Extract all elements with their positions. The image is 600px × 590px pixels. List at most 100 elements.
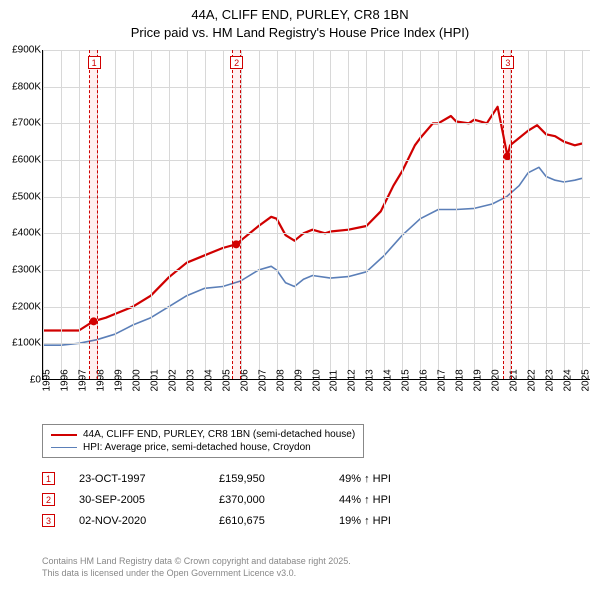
gridline-v [582, 50, 583, 379]
x-axis-label: 2002 [167, 369, 178, 391]
transaction-row-marker: 2 [42, 493, 55, 506]
gridline-v [546, 50, 547, 379]
legend-label-2: HPI: Average price, semi-detached house,… [83, 442, 311, 453]
gridline-v [205, 50, 206, 379]
x-axis-label: 2012 [347, 369, 358, 391]
x-axis-label: 2025 [581, 369, 592, 391]
x-axis-label: 2007 [257, 369, 268, 391]
gridline-v [474, 50, 475, 379]
transaction-price: £370,000 [219, 494, 339, 506]
title-line2: Price paid vs. HM Land Registry's House … [8, 24, 592, 42]
gridline-v [259, 50, 260, 379]
gridline-v [366, 50, 367, 379]
x-axis-label: 2018 [455, 369, 466, 391]
y-axis-label: £600K [5, 155, 41, 166]
gridline-v [330, 50, 331, 379]
gridline-v [241, 50, 242, 379]
transaction-marker: 1 [88, 56, 101, 69]
x-axis-label: 2005 [221, 369, 232, 391]
y-axis-label: £400K [5, 228, 41, 239]
transaction-date: 02-NOV-2020 [79, 515, 219, 527]
legend-swatch-blue [51, 447, 77, 448]
x-axis-label: 1995 [42, 369, 53, 391]
x-axis-label: 2011 [329, 370, 340, 392]
x-axis-label: 2004 [203, 369, 214, 391]
transaction-row: 1 23-OCT-1997£159,95049% ↑ HPI [42, 468, 459, 489]
x-axis-label: 1999 [113, 369, 124, 391]
y-axis-label: £200K [5, 301, 41, 312]
x-axis-label: 2024 [563, 369, 574, 391]
y-axis-label: £100K [5, 338, 41, 349]
x-axis-label: 2017 [437, 369, 448, 391]
y-axis-label: £800K [5, 81, 41, 92]
gridline-v [348, 50, 349, 379]
chart-plot-area: £0£100K£200K£300K£400K£500K£600K£700K£80… [42, 50, 590, 380]
chart-title: 44A, CLIFF END, PURLEY, CR8 1BN Price pa… [0, 0, 600, 43]
transaction-marker: 2 [230, 56, 243, 69]
transaction-date: 30-SEP-2005 [79, 494, 219, 506]
y-axis-label: £900K [5, 45, 41, 56]
footer-line1: Contains HM Land Registry data © Crown c… [42, 556, 351, 568]
x-axis-label: 2006 [239, 369, 250, 391]
legend-swatch-red [51, 434, 77, 436]
gridline-v [456, 50, 457, 379]
x-axis-label: 2008 [275, 369, 286, 391]
legend-label-1: 44A, CLIFF END, PURLEY, CR8 1BN (semi-de… [83, 429, 355, 440]
x-axis-label: 2003 [185, 369, 196, 391]
gridline-v [528, 50, 529, 379]
gridline-v [169, 50, 170, 379]
x-axis-label: 2020 [491, 369, 502, 391]
gridline-v [564, 50, 565, 379]
gridline-v [187, 50, 188, 379]
legend-row-2: HPI: Average price, semi-detached house,… [51, 441, 355, 454]
gridline-v [313, 50, 314, 379]
transaction-row-marker: 3 [42, 514, 55, 527]
gridline-v [151, 50, 152, 379]
gridline-v [492, 50, 493, 379]
transaction-band [89, 50, 98, 379]
transaction-price: £159,950 [219, 473, 339, 485]
gridline-v [133, 50, 134, 379]
transaction-marker: 3 [501, 56, 514, 69]
footer-attribution: Contains HM Land Registry data © Crown c… [42, 556, 351, 579]
x-axis-label: 2000 [131, 369, 142, 391]
transaction-row-marker: 1 [42, 472, 55, 485]
transaction-date: 23-OCT-1997 [79, 473, 219, 485]
gridline-v [438, 50, 439, 379]
transaction-row: 302-NOV-2020£610,67519% ↑ HPI [42, 510, 459, 531]
gridline-v [115, 50, 116, 379]
transaction-hpi: 44% ↑ HPI [339, 494, 459, 506]
gridline-v [295, 50, 296, 379]
x-axis-label: 2016 [419, 369, 430, 391]
gridline-v [79, 50, 80, 379]
x-axis-label: 1997 [77, 369, 88, 391]
transaction-price: £610,675 [219, 515, 339, 527]
x-axis-label: 2019 [473, 369, 484, 391]
legend-row-1: 44A, CLIFF END, PURLEY, CR8 1BN (semi-de… [51, 428, 355, 441]
y-axis-label: £500K [5, 191, 41, 202]
y-axis-label: £0 [5, 375, 41, 386]
gridline-v [384, 50, 385, 379]
x-axis-label: 2010 [311, 369, 322, 391]
x-axis-label: 2009 [293, 369, 304, 391]
x-axis-label: 2015 [401, 369, 412, 391]
x-axis-label: 2023 [545, 369, 556, 391]
legend: 44A, CLIFF END, PURLEY, CR8 1BN (semi-de… [42, 424, 364, 458]
gridline-v [61, 50, 62, 379]
gridline-v [420, 50, 421, 379]
title-line1: 44A, CLIFF END, PURLEY, CR8 1BN [8, 6, 592, 24]
gridline-v [43, 50, 44, 379]
gridline-v [402, 50, 403, 379]
transaction-hpi: 49% ↑ HPI [339, 473, 459, 485]
gridline-v [223, 50, 224, 379]
transaction-row: 2 30-SEP-2005£370,00044% ↑ HPI [42, 489, 459, 510]
x-axis-label: 2001 [149, 369, 160, 391]
x-axis-label: 1996 [59, 369, 70, 391]
x-axis-label: 2014 [383, 369, 394, 391]
transaction-band [232, 50, 241, 379]
y-axis-label: £700K [5, 118, 41, 129]
footer-line2: This data is licensed under the Open Gov… [42, 568, 351, 580]
x-axis-label: 2013 [365, 369, 376, 391]
x-axis-label: 2022 [527, 369, 538, 391]
y-axis-label: £300K [5, 265, 41, 276]
